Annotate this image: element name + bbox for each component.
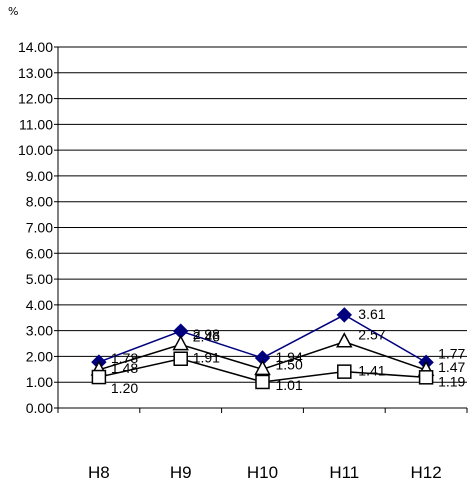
data-label: 2.98 [193,326,220,342]
y-tick-label: 2.00 [26,348,53,364]
square-marker [418,370,434,385]
series-diamond [91,307,434,371]
data-label: 1.78 [111,350,138,366]
square-marker [91,369,107,385]
square-marker [173,351,188,366]
y-tick-labels: 0.00 1.00 2.00 3.00 4.00 5.00 6.00 7.00 8.00 9.00… [18,39,53,416]
data-label: 1.47 [438,359,465,375]
x-tick-label: H10 [247,463,278,482]
x-tick-labels: H8 H9 H10 H11 H12 [88,463,442,482]
data-label: 1.48 [111,360,138,376]
y-tick-label: 9.00 [26,168,53,184]
y-tick-label: 12.00 [18,91,53,107]
y-tick-label: 3.00 [26,323,53,339]
y-tick-label: 14.00 [18,39,53,55]
data-label: 1.01 [276,377,303,393]
triangle-marker [254,359,271,376]
y-tick-label: 0.00 [26,400,53,416]
data-labels: 1.78 2.98 1.94 3.61 1.77 1.48 2.46 1.50 2.57 1.47… [111,306,466,396]
y-tick-label: 4.00 [26,297,53,313]
data-label: 1.20 [111,380,138,396]
y-tick-label: 1.00 [26,374,53,390]
series-triangle [90,332,435,376]
x-tick-label: H8 [88,463,110,482]
y-tick-label: 10.00 [18,142,53,158]
gridlines [58,46,467,409]
square-marker [337,364,352,379]
diamond-marker [336,307,353,323]
data-label: 2.57 [358,327,385,343]
y-tick-label: 7.00 [26,220,53,236]
data-label: 2.46 [193,329,220,345]
data-label: 1.41 [358,363,385,379]
y-tick-label: 6.00 [26,245,53,261]
series-group [90,307,435,390]
x-tick-label: H12 [411,463,442,482]
data-label: 1.91 [193,350,220,366]
x-tick-label: H9 [170,463,192,482]
triangle-marker [336,332,353,348]
data-label: 1.50 [276,356,303,372]
series-square [91,351,434,390]
y-tick-label: 8.00 [26,194,53,210]
x-tick-label: H11 [329,463,359,482]
triangle-marker [172,334,189,351]
data-label: 1.94 [276,349,303,365]
data-label: 1.77 [438,345,465,361]
y-tick-label: 5.00 [26,271,53,287]
y-axis-unit-label: % [8,5,18,18]
data-label: 1.19 [438,373,465,389]
y-tick-label: 13.00 [18,65,53,81]
data-label: 3.61 [358,306,385,322]
square-marker [255,374,270,390]
axes [54,46,468,413]
y-tick-label: 11.00 [19,116,53,132]
